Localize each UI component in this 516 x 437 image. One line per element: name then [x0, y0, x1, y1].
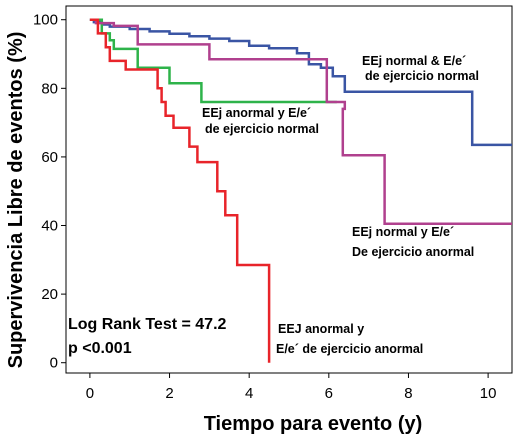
y-axis-title: Supervivencia Libre de eventos (%) [5, 32, 27, 369]
series-label-magenta-line1: EEj normal y E/e´ [352, 225, 454, 239]
y-tick-label: 40 [41, 218, 58, 235]
x-axis-title: Tiempo para evento (y) [204, 413, 423, 435]
series-label-green-line1: EEj anormal y E/e´ [202, 106, 311, 120]
plot-frame [65, 5, 513, 374]
series-label-green-line2: de ejercicio normal [205, 122, 319, 136]
stat-p-value: p <0.001 [68, 340, 132, 357]
y-tick-label: 20 [41, 286, 58, 303]
y-tick-label: 0 [50, 355, 58, 372]
x-tick-label: 4 [245, 385, 253, 402]
series-label-red-line1: EEJ anormal y [278, 322, 364, 336]
x-tick-label: 2 [165, 385, 173, 402]
x-tick-label: 6 [325, 385, 333, 402]
km-curve-blue [89, 18, 512, 147]
stat-log-rank: Log Rank Test = 47.2 [68, 316, 227, 333]
km-curve-red [89, 18, 271, 363]
series-label-red-line2: E/e´ de ejercicio anormal [276, 342, 423, 356]
series-label-blue-line1: EEj normal & E/e´ [362, 54, 466, 68]
y-tick-label: 100 [33, 12, 58, 29]
x-tick-label: 0 [86, 385, 94, 402]
x-tick-label: 8 [404, 385, 412, 402]
y-tick-label: 60 [41, 149, 58, 166]
x-tick-label: 10 [480, 385, 497, 402]
series-label-magenta-line2: De ejercicio anormal [352, 245, 474, 259]
series-label-blue-line2: de ejercicio normal [365, 69, 479, 83]
km-curve-magenta [89, 18, 512, 226]
y-tick-label: 80 [41, 80, 58, 97]
